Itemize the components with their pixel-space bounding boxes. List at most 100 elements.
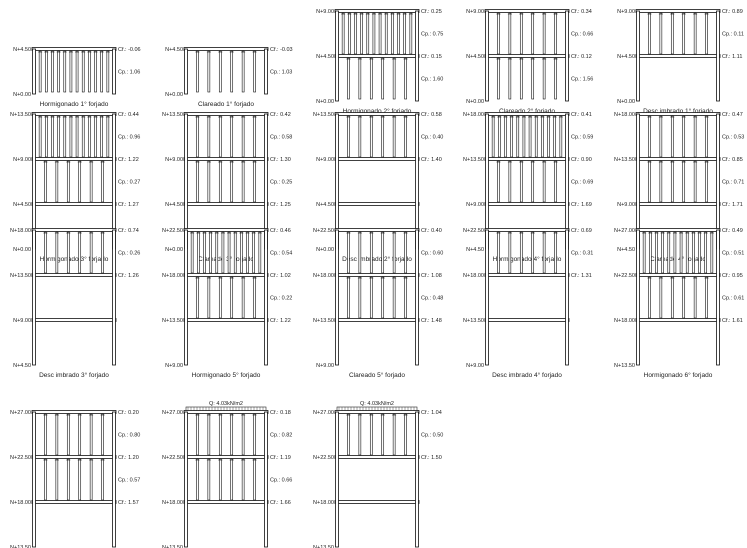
column — [716, 10, 720, 102]
shoring-prop — [553, 115, 556, 158]
shoring-prop — [685, 231, 689, 274]
shoring-prop — [392, 276, 396, 319]
shoring-prop — [230, 50, 234, 93]
shoring-prop — [404, 231, 407, 274]
coefficient-label: Cf.: 1.11 — [722, 54, 742, 60]
shoring-prop — [196, 413, 199, 456]
shoring-prop — [392, 413, 396, 456]
shoring-prop — [57, 115, 60, 158]
floor-slab — [183, 273, 269, 277]
shoring-prop — [692, 231, 695, 274]
level-label: N+22.50 — [162, 455, 183, 461]
shoring-prop — [347, 276, 350, 319]
coefficient-label: Cf.: 1.22 — [118, 157, 139, 163]
shoring-prop — [55, 413, 59, 456]
floor-slab — [31, 455, 117, 459]
shoring-prop — [659, 276, 663, 319]
shoring-prop — [661, 231, 664, 274]
coefficient-label: Cf.: 1.20 — [118, 455, 139, 461]
floor-slab — [334, 157, 420, 161]
shoring-prop — [504, 115, 507, 158]
shoring-prop — [404, 276, 407, 319]
coefficient-label: Cf.: 0.89 — [722, 9, 743, 15]
level-label: N+9.00 — [316, 9, 334, 15]
floor-slab — [635, 9, 721, 13]
coefficient-label: Cp.: 0.11 — [722, 32, 744, 38]
shoring-prop — [693, 12, 697, 55]
level-label: N+27.00 — [313, 410, 334, 416]
floor-slab — [183, 228, 269, 232]
floor-slab — [334, 54, 420, 58]
floor-slab — [484, 157, 570, 161]
shoring-prop — [531, 231, 535, 274]
load-label: Q: 4.03kN/m2 — [209, 401, 243, 407]
level-label: N+18.00 — [463, 273, 484, 279]
coefficient-label: Cp.: 0.25 — [270, 180, 292, 186]
shoring-prop — [541, 115, 544, 158]
floor-slab — [183, 318, 269, 322]
shoring-prop — [673, 231, 677, 274]
stage-caption: Hormigonado 3° forjado — [40, 255, 109, 263]
level-label: N+9.00 — [13, 157, 31, 163]
shoring-prop — [100, 115, 103, 158]
coefficient-label: Cf.: 1.30 — [270, 157, 291, 163]
level-label: N+18.00 — [614, 112, 635, 118]
stage-panel: N+22.50 N+18.00 N+13.50 N+9.00 Cf.: 0.69 Cp.:… — [463, 228, 593, 379]
shoring-prop — [384, 12, 388, 55]
column — [264, 48, 268, 95]
level-label: N+0.00 — [466, 99, 484, 105]
coefficient-label: Cp.: 0.69 — [571, 180, 593, 186]
shoring-prop — [106, 50, 110, 93]
floor-slab — [183, 500, 269, 504]
stage-caption: Hormigonado 2° forjado — [343, 107, 412, 115]
level-label: N+13.50 — [614, 157, 635, 163]
coefficient-label: Cp.: 0.66 — [571, 32, 593, 38]
coefficient-label: Cf.: -0.06 — [118, 47, 141, 53]
stage-caption: Clareado 4° forjado — [650, 255, 706, 263]
level-label: N+27.00 — [614, 228, 635, 234]
floor-slab — [484, 273, 570, 277]
shoring-prop — [101, 231, 104, 274]
shoring-prop — [66, 413, 70, 456]
shoring-prop — [207, 276, 211, 319]
shoring-prop — [89, 160, 93, 203]
floor-slab — [484, 202, 570, 206]
level-label: N+27.00 — [162, 410, 183, 416]
coefficient-label: Cf.: 0.41 — [571, 112, 592, 118]
shoring-prop — [358, 276, 362, 319]
shoring-prop — [381, 231, 385, 274]
shoring-prop — [44, 413, 47, 456]
shoring-prop — [75, 50, 79, 93]
shoring-prop — [45, 115, 48, 158]
shoring-prop — [227, 231, 231, 274]
level-label: N+0.00 — [316, 247, 334, 253]
distributed-load: Q: 4.03kN/m2 — [336, 401, 418, 412]
stage-panel: N+13.50 N+9.00 N+4.50 N+0.00 Cf.: 0.44 Cp.: 0… — [10, 112, 140, 263]
shoring-prop — [240, 231, 243, 274]
shoring-prop — [347, 413, 350, 456]
shoring-prop — [542, 57, 546, 100]
level-label: N+13.50 — [10, 273, 31, 279]
column — [636, 229, 640, 366]
coefficient-label: Cf.: 1.48 — [421, 318, 442, 324]
level-label: N+9.00 — [466, 363, 484, 369]
shoring-prop — [354, 12, 357, 55]
coefficient-label: Cp.: 0.61 — [722, 296, 744, 302]
coefficient-label: Cp.: 0.71 — [722, 180, 744, 186]
coefficient-label: Cf.: 1.61 — [722, 318, 743, 324]
shoring-prop — [196, 160, 199, 203]
shoring-prop — [66, 458, 70, 501]
coefficient-label: Cp.: 1.56 — [571, 77, 593, 83]
shoring-prop — [241, 115, 245, 158]
shoring-prop — [670, 276, 674, 319]
shoring-prop — [94, 50, 97, 93]
shoring-prop — [209, 231, 212, 274]
coefficient-label: Cp.: 0.53 — [722, 135, 744, 141]
level-label: N+9.00 — [617, 202, 635, 208]
stage-caption: Hormigonado 6° forjado — [644, 371, 713, 379]
floor-slab — [31, 228, 117, 232]
level-label: N+13.50 — [313, 318, 334, 324]
floor-slab — [635, 202, 721, 206]
shoring-prop — [372, 12, 376, 55]
column — [565, 10, 569, 102]
